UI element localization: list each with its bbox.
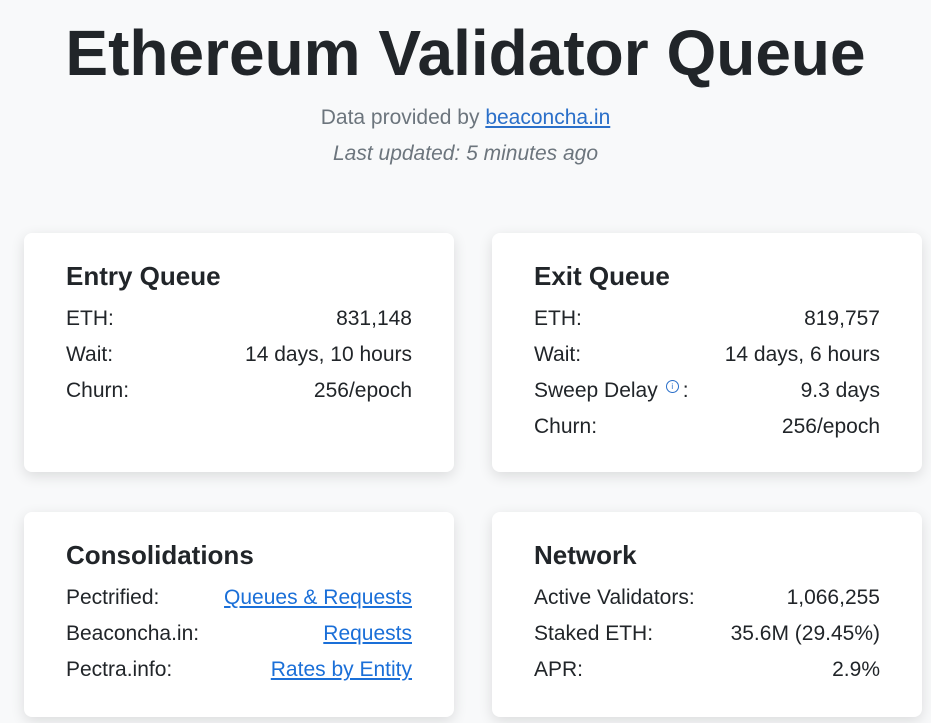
stat-value: 35.6M (29.45%) [730,622,880,645]
stat-label: ETH: [534,307,582,330]
stat-row: Wait: 14 days, 6 hours [534,337,880,373]
stat-value: 831,148 [336,307,412,330]
exit-queue-card: Exit Queue ETH: 819,757 Wait: 14 days, 6 h… [492,233,922,472]
link-label: Pectrified: [66,586,160,609]
stat-label: ETH: [66,307,114,330]
stat-value: 256/epoch [313,379,412,402]
link-label: Pectra.info: [66,658,173,681]
stat-value: 1,066,255 [786,586,880,609]
last-updated: Last updated: 5 minutes ago [332,142,599,165]
stat-value: 2.9% [832,658,880,681]
consolidations-card: Consolidations Pectrified: Queues & Reque… [24,512,454,717]
link-row: Pectrified: Queues & Requests [66,580,412,616]
stat-label: Churn: [66,379,130,402]
link-row: Pectra.info: Rates by Entity [66,652,412,688]
info-circle-icon[interactable]: i [665,380,679,393]
entry-queue-card: Entry Queue ETH: 831,148 Wait: 14 days, 10… [24,233,454,472]
data-provider: Data provided by beaconcha.in [0,104,931,132]
stat-row: Churn: 256/epoch [66,373,412,409]
stat-label: Wait: [66,343,114,366]
provider-link[interactable]: beaconcha.in [485,106,611,129]
link-row: Beaconcha.in: Requests [66,616,412,652]
card-title: Entry Queue [66,261,221,291]
stat-row: ETH: 831,148 [66,301,412,337]
pectra-info-link[interactable]: Rates by Entity [270,658,412,681]
stat-label: Churn: [534,415,598,438]
stat-row: Sweep Delay i:9.3 days [534,373,880,409]
stat-value: 256/epoch [781,415,880,438]
stat-row: Active Validators: 1,066,255 [534,580,880,616]
link-label: Beaconcha.in: [66,622,200,645]
stat-label: APR: [534,658,584,681]
provider-prefix: Data provided by [320,106,486,129]
stat-label: Active Validators: [534,586,695,609]
stat-value: 819,757 [804,307,880,330]
pectrified-link[interactable]: Queues & Requests [224,586,412,609]
stat-value: 14 days, 6 hours [724,343,880,366]
card-title: Consolidations [66,540,254,570]
stat-row: Wait: 14 days, 10 hours [66,337,412,373]
stat-label: Staked ETH: [534,622,654,645]
card-title: Exit Queue [534,261,670,291]
sweep-delay-label: Sweep Delay [534,379,658,402]
stat-row: Churn: 256/epoch [534,409,880,445]
network-card: Network Active Validators: 1,066,255 Stak… [492,512,922,717]
beaconchain-requests-link[interactable]: Requests [323,622,412,645]
stat-value: 9.3 days [800,379,880,402]
stat-label: Sweep Delay i: [534,379,689,402]
stat-label: Wait: [534,343,582,366]
stat-value: 14 days, 10 hours [245,343,412,366]
stat-row: ETH: 819,757 [534,301,880,337]
page-title: Ethereum Validator Queue [65,17,866,89]
stat-row: Staked ETH: 35.6M (29.45%) [534,616,880,652]
stat-row: APR: 2.9% [534,652,880,688]
card-title: Network [534,540,637,570]
